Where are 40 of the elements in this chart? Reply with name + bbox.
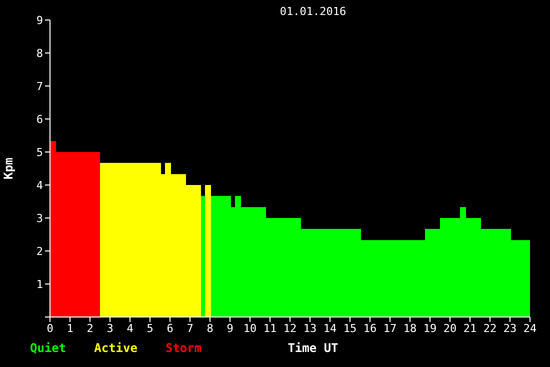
text: Quiet <box>30 341 66 355</box>
y-tick-label: 4 <box>36 178 44 192</box>
x-tick-label: 10 <box>243 322 257 335</box>
x-tick-label: 14 <box>323 322 337 335</box>
x-tick-label: 5 <box>146 322 154 335</box>
series-label: Active <box>94 341 138 355</box>
x-tick-label: 18 <box>403 322 417 335</box>
x-tick-label: 15 <box>343 322 357 335</box>
chart-title: 01.01.2016 <box>278 5 348 18</box>
y-tick-label: 3 <box>36 212 43 225</box>
x-tick-label: 20 <box>443 322 457 335</box>
x-tick-label: 12 <box>283 322 297 335</box>
x-tick-label: 9 <box>226 322 234 335</box>
x-tick-label: 3 <box>106 322 114 335</box>
y-tick-label: 8 <box>36 46 43 60</box>
x-tick-label: 21 <box>463 322 477 335</box>
y-tick-label: 9 <box>36 14 43 27</box>
x-tick-label: 16 <box>363 322 377 335</box>
y-tick-label: 6 <box>36 112 43 126</box>
x-tick-label: 7 <box>186 322 194 335</box>
x-tick-label: 17 <box>383 322 397 335</box>
x-tick-label: 4 <box>126 322 134 335</box>
x-axis-title: Time UT <box>286 341 340 355</box>
x-tick-label: 22 <box>483 322 497 335</box>
x-tick-label: 2 <box>86 322 94 335</box>
x-tick-label: 11 <box>263 322 277 335</box>
x-tick-label: 0 <box>46 322 54 335</box>
x-tick-label: 13 <box>303 322 317 335</box>
y-tick-label: 7 <box>36 80 43 93</box>
x-tick-label: 19 <box>423 322 437 335</box>
y-axis-title: Kpm <box>1 158 16 180</box>
y-tick-label: 5 <box>36 146 43 159</box>
x-tick-label: 6 <box>166 322 174 335</box>
x-tick-label: 24 <box>523 322 537 335</box>
x-tick-label: 23 <box>503 322 517 335</box>
x-tick-label: 8 <box>206 322 214 335</box>
y-tick-label: 2 <box>36 244 43 258</box>
x-tick-label: 1 <box>66 322 74 335</box>
text: Storm <box>165 341 202 355</box>
y-tick-label: 1 <box>36 278 43 291</box>
